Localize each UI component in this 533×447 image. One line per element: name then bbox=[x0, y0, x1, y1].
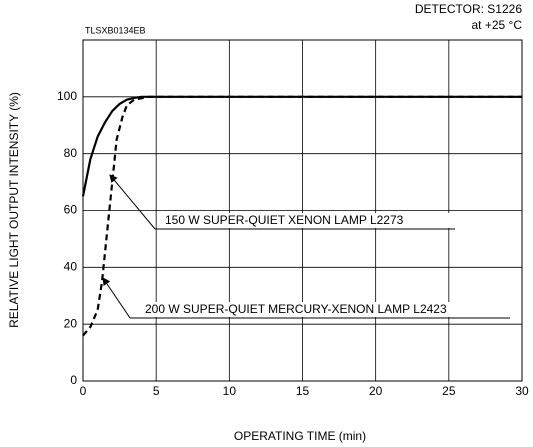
y-tick-label: 20 bbox=[64, 316, 78, 330]
subtitle: at +25 °C bbox=[472, 18, 523, 32]
y-tick-label: 100 bbox=[57, 89, 77, 103]
x-tick-label: 30 bbox=[515, 384, 529, 398]
figure-code: TLSXB0134EB bbox=[85, 25, 146, 35]
y-tick-label: 40 bbox=[64, 260, 78, 274]
subtitle: DETECTOR: S1226 bbox=[415, 2, 522, 16]
y-tick-label: 60 bbox=[64, 203, 78, 217]
y-tick-label: 0 bbox=[70, 373, 77, 387]
x-tick-label: 25 bbox=[442, 384, 456, 398]
x-tick-label: 0 bbox=[80, 384, 87, 398]
line-series bbox=[81, 95, 522, 197]
x-tick-label: 10 bbox=[223, 384, 237, 398]
annotation-arrow bbox=[109, 174, 156, 230]
y-tick-label: 80 bbox=[64, 146, 78, 160]
annotation: 150 W SUPER-QUIET XENON LAMP L2273 bbox=[165, 213, 404, 227]
annotation-bg bbox=[162, 213, 455, 228]
annotation-bg bbox=[142, 302, 510, 317]
annotation: 200 W SUPER-QUIET MERCURY-XENON LAMP L24… bbox=[145, 302, 447, 316]
annotation-arrow bbox=[102, 277, 131, 319]
x-axis-label: OPERATING TIME (min) bbox=[234, 429, 366, 443]
x-tick-label: 15 bbox=[296, 384, 310, 398]
x-tick-label: 20 bbox=[369, 384, 383, 398]
y-axis-label: RELATIVE LIGHT OUTPUT INTENSITY (%) bbox=[7, 92, 21, 328]
x-tick-label: 5 bbox=[153, 384, 160, 398]
